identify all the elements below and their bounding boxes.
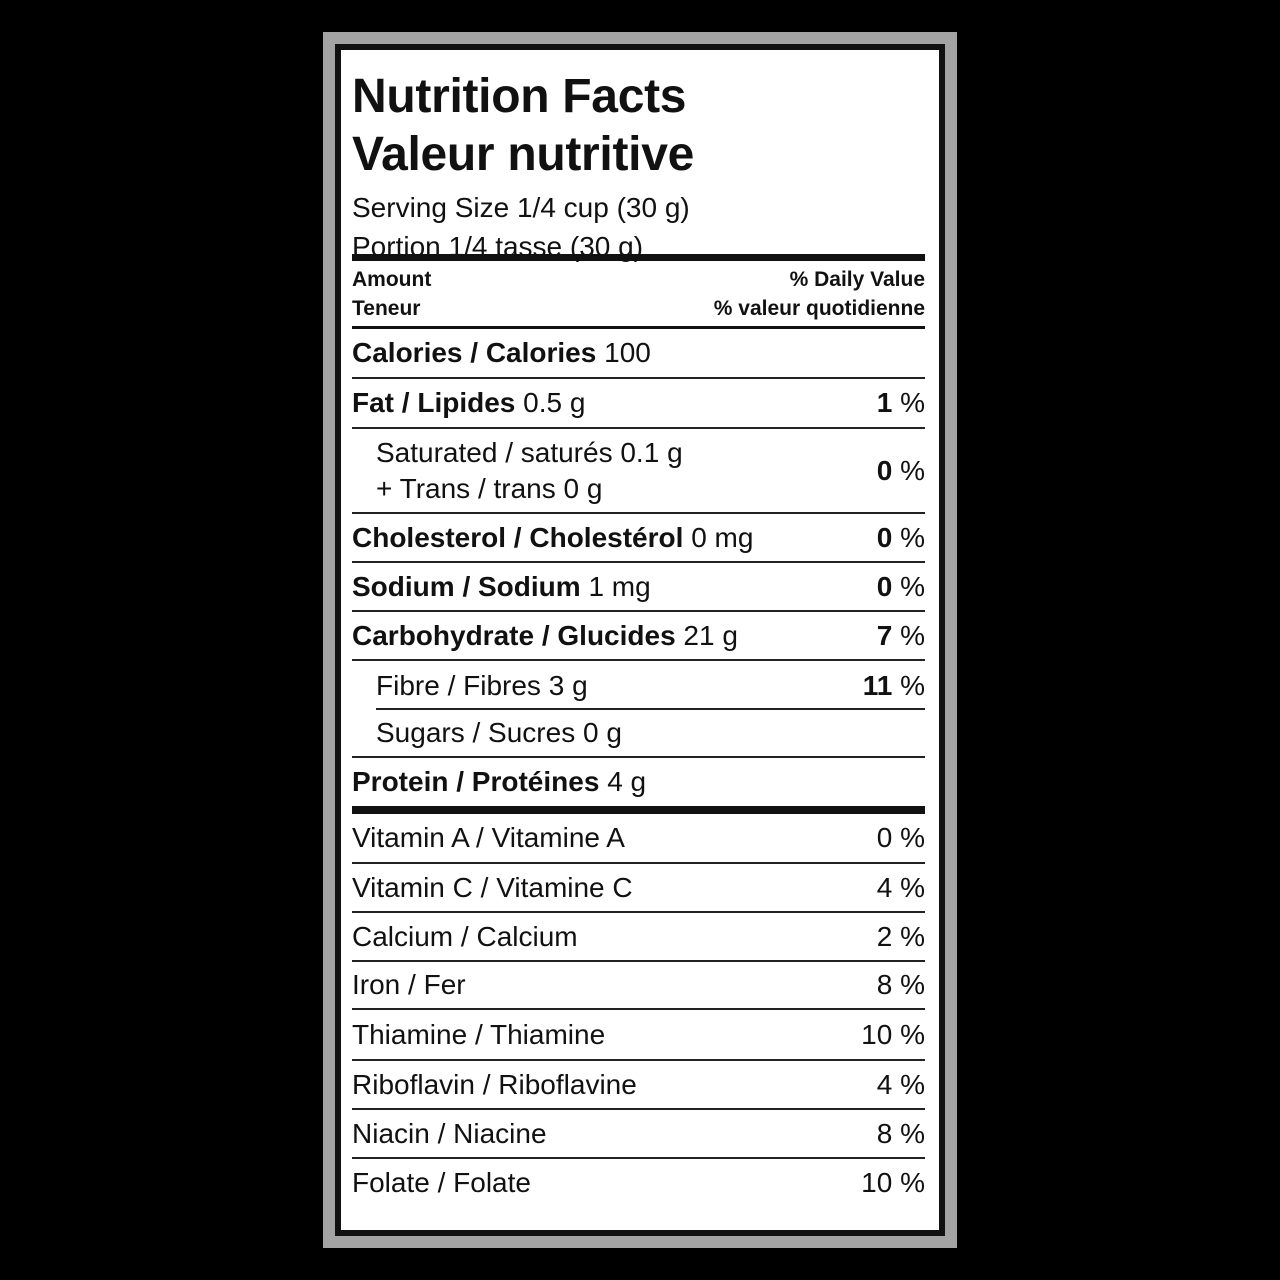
vitamin-row: Iron / Fer 8 % [352, 962, 925, 1010]
daily-value: 1 % [877, 387, 925, 419]
column-header: Amount Teneur % Daily Value % valeur quo… [352, 261, 925, 329]
daily-value-unit: % [900, 454, 925, 486]
title-fr: Valeur nutritive [352, 128, 694, 181]
daily-value: 7 % [877, 620, 925, 652]
nutrient-label: Calories / Calories [352, 337, 597, 368]
nutrient-row: Fat / Lipides 0.5 g 1 % [352, 379, 925, 429]
daily-value [917, 717, 925, 749]
nutrient-name: Sugars / Sucres 0 g [352, 715, 622, 751]
vitamin-list: Vitamin A / Vitamine A 0 % Vitamin C / Vit… [352, 814, 925, 1207]
thick-divider [352, 806, 925, 814]
nutrient-row: Protein / Protéines 4 g [352, 758, 925, 806]
vitamin-row: Vitamin A / Vitamine A 0 % [352, 814, 925, 864]
nutrient-label: Carbohydrate / Glucides [352, 619, 676, 651]
serving-size-en: Serving Size 1/4 cup (30 g) [352, 192, 690, 223]
nutrient-name: Saturated / saturés 0.1 g + Trans / trans… [352, 435, 683, 507]
daily-value-number: 7 [876, 619, 893, 651]
nutrient-row: Carbohydrate / Glucides 21 g 7 % [352, 612, 925, 661]
daily-value-label-fr: % valeur quotidienne [713, 297, 925, 320]
vitamin-row: Niacin / Niacine 8 % [352, 1110, 925, 1159]
nutrient-amount: 3 g [548, 669, 588, 701]
vitamin-name: Iron / Fer [352, 969, 466, 1000]
vitamin-row: Thiamine / Thiamine 10 % [352, 1010, 925, 1061]
amount-label-en: Amount [352, 268, 432, 291]
nutrient-row: Calories / Calories 100 [352, 329, 925, 379]
nutrient-amount: 21 g [683, 619, 738, 651]
vitamin-row: Vitamin C / Vitamine C 4 % [352, 864, 925, 913]
daily-value-number: 0 [876, 570, 893, 602]
nutrient-name: Calories / Calories 100 [352, 335, 651, 371]
nutrient-name: Sodium / Sodium 1 mg [352, 569, 651, 605]
vitamin-name: Niacin / Niacine [352, 1117, 547, 1149]
nutrient-name: Cholesterol / Cholestérol 0 mg [352, 520, 753, 556]
daily-value [917, 337, 925, 369]
nutrient-amount: 4 g [607, 766, 647, 797]
daily-value: 0 % [877, 455, 925, 487]
daily-value: 8 % [876, 969, 925, 1000]
daily-value-number: 11 [862, 669, 893, 701]
daily-value-unit: % [900, 570, 925, 602]
daily-value-number: 1 [876, 387, 893, 418]
daily-value: 0 % [877, 571, 925, 603]
nutrient-name: Protein / Protéines 4 g [352, 764, 646, 800]
nutrition-facts-label: Nutrition Facts Valeur nutritive Serving… [335, 44, 945, 1236]
nutrient-row: Sodium / Sodium 1 mg 0 % [352, 563, 925, 612]
nutrient-row: Fibre / Fibres 3 g 11 % [352, 661, 925, 710]
nutrient-amount: 0.5 g [523, 387, 586, 418]
nutrient-amount: 0.1 g [620, 436, 683, 468]
thick-divider [352, 254, 925, 261]
daily-value: 4 % [876, 871, 925, 903]
nutrient-amount: 0 g [582, 717, 622, 748]
serving-size-fr: Portion 1/4 tasse (30 g) [352, 231, 644, 262]
vitamin-row: Folate / Folate 10 % [352, 1159, 925, 1207]
nutrient-amount: 100 [604, 337, 651, 368]
nutrient-amount: 1 mg [588, 570, 651, 602]
daily-value: 2 % [876, 920, 925, 952]
daily-value-number: 0 [876, 454, 893, 486]
daily-value-label-en: % Daily Value [789, 268, 925, 291]
amount-label-fr: Teneur [352, 297, 421, 320]
nutrient-name: Fat / Lipides 0.5 g [352, 385, 585, 421]
title-en: Nutrition Facts [352, 70, 687, 123]
vitamin-row: Riboflavin / Riboflavine 4 % [352, 1061, 925, 1110]
nutrient-list: Calories / Calories 100 Fat / Lipides 0.… [352, 329, 925, 806]
nutrient-label: Saturated / saturés [376, 436, 613, 468]
daily-value-unit: % [900, 619, 925, 651]
daily-value-number: 0 [876, 521, 893, 553]
daily-value-unit: % [900, 521, 925, 553]
daily-value: 0 % [876, 822, 925, 853]
daily-value: 0 % [877, 522, 925, 554]
nutrient-row: Cholesterol / Cholestérol 0 mg 0 % [352, 514, 925, 563]
nutrient-row: Saturated / saturés 0.1 g + Trans / trans… [352, 429, 925, 514]
nutrient-amount: 0 g [563, 472, 603, 504]
vitamin-name: Vitamin A / Vitamine A [352, 822, 625, 853]
vitamin-name: Thiamine / Thiamine [352, 1018, 606, 1050]
title-block: Nutrition Facts Valeur nutritive Serving… [352, 50, 925, 262]
vitamin-name: Calcium / Calcium [352, 920, 578, 952]
nutrient-name: Carbohydrate / Glucides 21 g [352, 618, 738, 654]
nutrient-label: Sodium / Sodium [352, 570, 581, 602]
nutrient-label: Fat / Lipides [352, 387, 516, 418]
vitamin-name: Riboflavin / Riboflavine [352, 1068, 637, 1100]
nutrient-name: Fibre / Fibres 3 g [352, 668, 588, 704]
daily-value: 8 % [876, 1117, 925, 1149]
nutrient-amount: 0 mg [691, 521, 754, 553]
daily-value: 10 % [861, 1167, 925, 1198]
daily-value [917, 766, 925, 798]
vitamin-name: Folate / Folate [352, 1167, 531, 1198]
vitamin-row: Calcium / Calcium 2 % [352, 913, 925, 962]
daily-value-unit: % [900, 669, 925, 701]
nutrient-row: Sugars / Sucres 0 g [352, 710, 925, 758]
daily-value: 10 % [861, 1018, 925, 1050]
daily-value: 4 % [876, 1068, 925, 1100]
nutrient-label: Fibre / Fibres [376, 669, 541, 701]
nutrient-label: Sugars / Sucres [376, 717, 576, 748]
nutrient-label: Cholesterol / Cholestérol [352, 521, 684, 553]
vitamin-name: Vitamin C / Vitamine C [352, 871, 633, 903]
daily-value: 11 % [863, 670, 925, 702]
nutrient-label: Protein / Protéines [352, 766, 600, 797]
daily-value-unit: % [900, 387, 925, 418]
nutrient-label: + Trans / trans [376, 472, 556, 504]
